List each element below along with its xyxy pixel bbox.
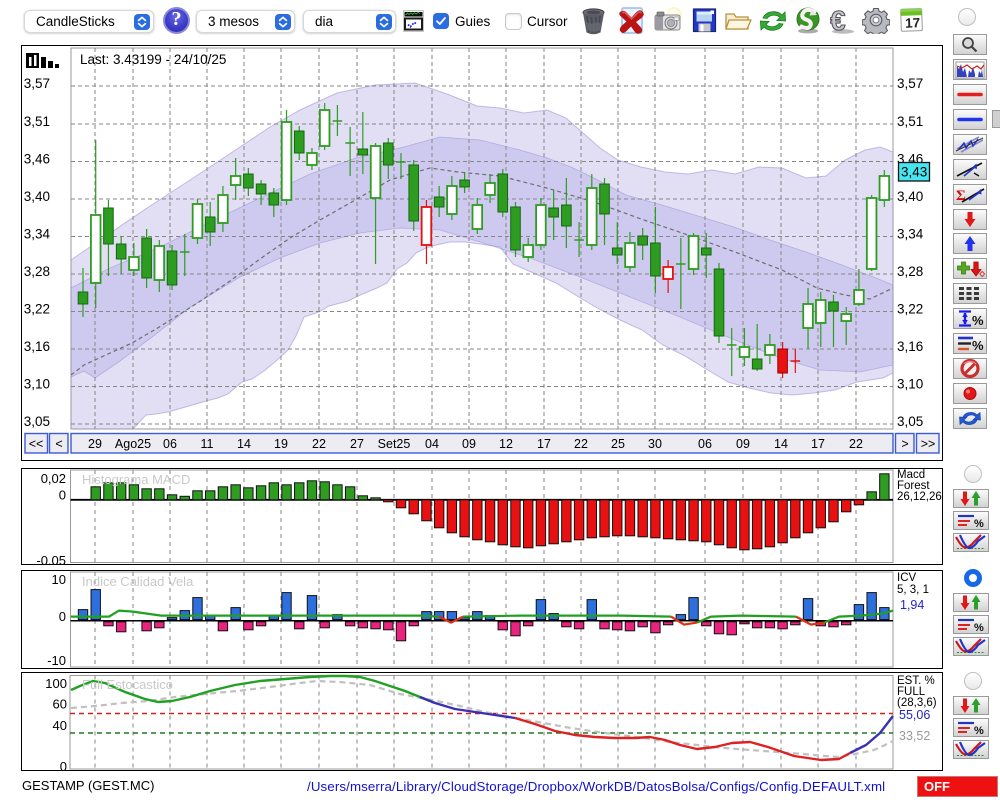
svg-text:3,34: 3,34 — [897, 227, 924, 242]
svg-text:3,57: 3,57 — [897, 76, 923, 91]
svg-text:5, 3, 1: 5, 3, 1 — [897, 584, 929, 596]
svg-text:14: 14 — [237, 437, 251, 451]
svg-text:12: 12 — [499, 437, 513, 451]
svg-text:3,10: 3,10 — [897, 377, 923, 392]
svg-text:3,28: 3,28 — [897, 264, 923, 279]
svg-text:3,51: 3,51 — [897, 114, 923, 129]
svg-text:Indice Calidad Vela: Indice Calidad Vela — [82, 574, 194, 589]
svg-text:29: 29 — [88, 437, 102, 451]
svg-text:3,22: 3,22 — [24, 302, 50, 317]
svg-text:(28,3,6): (28,3,6) — [897, 697, 937, 709]
svg-text:€: € — [830, 7, 846, 34]
svg-text:3,16: 3,16 — [24, 339, 50, 354]
svg-text:FULL: FULL — [897, 686, 926, 698]
svg-text:Ago25: Ago25 — [115, 437, 151, 451]
svg-text:09: 09 — [736, 437, 750, 451]
svg-text:26,12,26: 26,12,26 — [897, 491, 942, 503]
svg-text:17: 17 — [905, 15, 921, 31]
svg-text:Last: 3.43199 - 24/10/25: Last: 3.43199 - 24/10/25 — [80, 52, 226, 67]
svg-text:%: % — [974, 725, 984, 736]
svg-text:17: 17 — [811, 437, 825, 451]
svg-text:3,43: 3,43 — [901, 165, 927, 180]
svg-text:55,06: 55,06 — [899, 708, 930, 722]
svg-text:Macd: Macd — [897, 469, 925, 481]
svg-text:04: 04 — [425, 437, 439, 451]
svg-text:-0,05: -0,05 — [36, 553, 66, 565]
svg-text:22: 22 — [574, 437, 588, 451]
svg-text:Σ: Σ — [956, 188, 966, 204]
svg-text:10: 10 — [52, 572, 66, 587]
svg-text:3,34: 3,34 — [24, 227, 51, 242]
svg-text:Forest: Forest — [897, 480, 930, 492]
svg-text:3,28: 3,28 — [24, 264, 50, 279]
svg-text:1,94: 1,94 — [900, 598, 924, 612]
svg-text:06: 06 — [698, 437, 712, 451]
svg-text:%: % — [972, 313, 984, 328]
svg-text:09: 09 — [462, 437, 476, 451]
svg-text:3,46: 3,46 — [24, 152, 50, 167]
svg-text:0,02: 0,02 — [41, 471, 66, 486]
svg-text:>>: >> — [921, 437, 936, 451]
svg-text:%: % — [974, 622, 984, 633]
svg-text:3,05: 3,05 — [897, 414, 923, 429]
svg-text:0: 0 — [60, 759, 67, 771]
svg-text:%: % — [974, 518, 984, 529]
svg-text:<<: << — [29, 437, 44, 451]
svg-text:3,57: 3,57 — [24, 76, 50, 91]
svg-text:3,40: 3,40 — [24, 189, 50, 204]
svg-text:17: 17 — [537, 437, 551, 451]
svg-text:-10: -10 — [47, 653, 66, 668]
svg-text:22: 22 — [849, 437, 863, 451]
svg-text:EST. %: EST. % — [897, 675, 935, 687]
svg-text:Set25: Set25 — [378, 437, 411, 451]
svg-text:25: 25 — [611, 437, 625, 451]
svg-text:30: 30 — [648, 437, 662, 451]
svg-text:40: 40 — [53, 718, 67, 733]
svg-text:Histograma MACD: Histograma MACD — [82, 472, 190, 487]
svg-text:60: 60 — [53, 697, 67, 712]
svg-text:3,51: 3,51 — [24, 114, 50, 129]
svg-text:3,22: 3,22 — [897, 302, 923, 317]
svg-text:33,52: 33,52 — [899, 729, 930, 743]
svg-text:19: 19 — [274, 437, 288, 451]
svg-text:ICV: ICV — [897, 572, 917, 584]
svg-text:100: 100 — [45, 676, 67, 691]
svg-text:11: 11 — [201, 437, 214, 451]
svg-text:22: 22 — [312, 437, 326, 451]
svg-text:27: 27 — [350, 437, 364, 451]
svg-text:06: 06 — [163, 437, 177, 451]
svg-text:3,05: 3,05 — [24, 414, 50, 429]
svg-text:0: 0 — [59, 609, 66, 624]
svg-text:3,10: 3,10 — [24, 377, 50, 392]
svg-text:3,40: 3,40 — [897, 189, 923, 204]
svg-text:>: > — [901, 437, 908, 451]
svg-text:<: < — [55, 437, 62, 451]
svg-text:%: % — [972, 338, 984, 353]
svg-text:Full Estocastico: Full Estocastico — [82, 677, 173, 692]
svg-text:14: 14 — [774, 437, 788, 451]
svg-text:3,16: 3,16 — [897, 339, 923, 354]
svg-text:0: 0 — [59, 487, 66, 502]
